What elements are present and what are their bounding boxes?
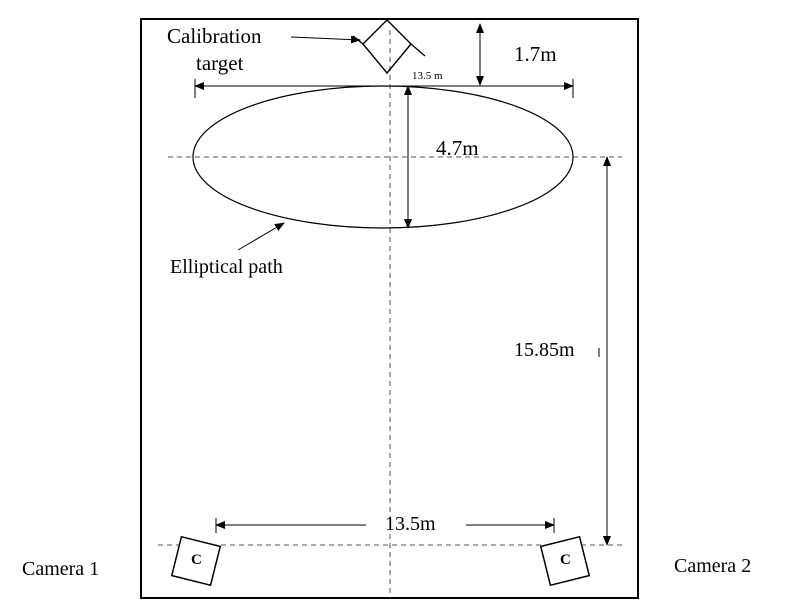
calibration-target-label-line1: Calibration — [167, 24, 262, 48]
ellipse-width-label: 13.5 m — [412, 70, 443, 82]
calibration-pointer-arrow — [290, 35, 361, 44]
camera-2-icon — [539, 535, 591, 587]
elliptical-path-label: Elliptical path — [170, 256, 283, 278]
calibration-target-icon — [352, 19, 426, 75]
path-pointer-arrow — [237, 222, 285, 251]
calibration-target-label-line2: target — [196, 51, 244, 75]
camera-spacing-dimension — [215, 518, 555, 533]
camera-1-label: Camera 1 — [22, 558, 100, 580]
vertical-distance-dimension — [598, 156, 611, 546]
ellipse-height-label: 4.7m — [436, 136, 479, 160]
top-gap-label: 1.7m — [514, 42, 557, 66]
camera-2-label: Camera 2 — [674, 555, 752, 577]
camera-2-marker: C — [560, 552, 571, 568]
camera-1-icon — [170, 535, 222, 587]
ellipse-width-dimension — [194, 79, 574, 98]
camera-spacing-label: 13.5m — [385, 513, 436, 535]
vertical-distance-label: 15.85m — [514, 339, 575, 361]
camera-1-marker: C — [191, 552, 202, 568]
